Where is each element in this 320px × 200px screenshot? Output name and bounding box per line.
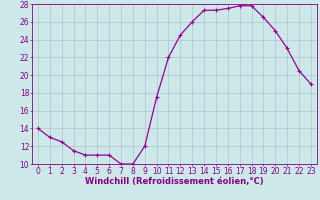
X-axis label: Windchill (Refroidissement éolien,°C): Windchill (Refroidissement éolien,°C) [85,177,264,186]
